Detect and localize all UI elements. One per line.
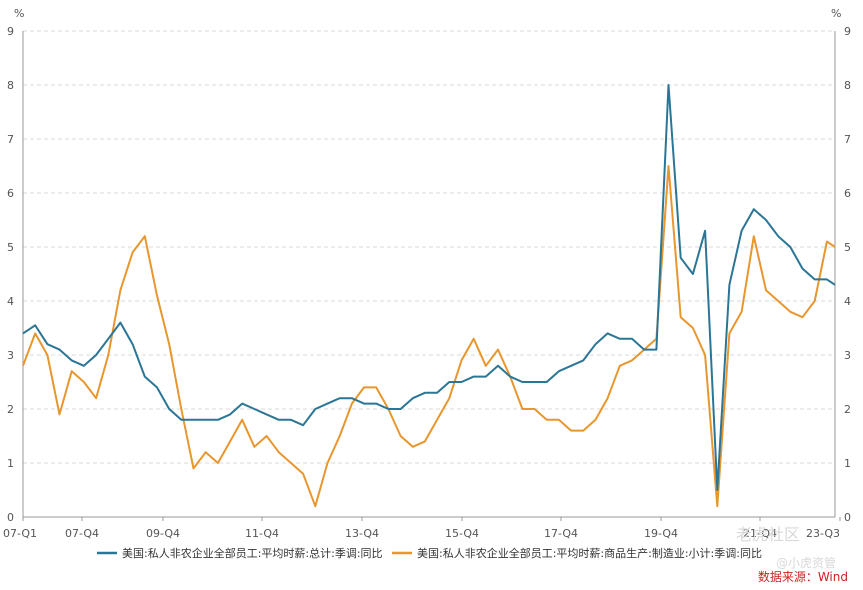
watermark-handle: @小虎资管: [776, 555, 836, 570]
y-right-tick-label: 8: [844, 79, 851, 92]
x-tick-label: 15-Q4: [445, 527, 479, 540]
legend-label-2: 美国:私人非农企业全部员工:平均时薪:商品生产:制造业:小计:季调:同比: [417, 546, 762, 560]
y-right-tick-label: 5: [844, 241, 851, 254]
y-left-tick-label: 3: [7, 349, 14, 362]
y-left-tick-label: 2: [7, 403, 14, 416]
x-tick-label: 07-Q4: [65, 527, 99, 540]
x-tick-label: 13-Q4: [345, 527, 379, 540]
y-left-unit-label: %: [14, 7, 24, 20]
legend: 美国:私人非农企业全部员工:平均时薪:总计:季调:同比 美国:私人非农企业全部员工…: [97, 546, 762, 560]
y-left-tick-label: 0: [7, 511, 14, 524]
y-right-tick-label: 2: [844, 403, 851, 416]
y-left-tick-label: 8: [7, 79, 14, 92]
x-tick-label: 23-Q3: [806, 527, 840, 540]
x-tick-label: 17-Q4: [544, 527, 578, 540]
y-left-tick-label: 7: [7, 133, 14, 146]
axes: 0 0 1 1 2 2 3 3 4 4 5 5 6 6 7 7 8 8 9 9 07-Q1 07-Q4 09-Q4 11-Q4…: [3, 25, 851, 540]
y-right-tick-label: 4: [844, 295, 851, 308]
y-right-unit-label: %: [831, 7, 841, 20]
y-left-tick-label: 5: [7, 241, 14, 254]
x-tick-label: 19-Q4: [644, 527, 678, 540]
y-right-tick-label: 1: [844, 457, 851, 470]
x-tick-label: 07-Q1: [3, 527, 37, 540]
y-right-tick-label: 9: [844, 25, 851, 38]
y-left-tick-label: 6: [7, 187, 14, 200]
legend-label-1: 美国:私人非农企业全部员工:平均时薪:总计:季调:同比: [122, 546, 383, 560]
y-right-tick-label: 3: [844, 349, 851, 362]
y-right-tick-label: 7: [844, 133, 851, 146]
y-left-tick-label: 1: [7, 457, 14, 470]
series-line-2: [22, 165, 836, 508]
y-right-tick-label: 6: [844, 187, 851, 200]
source-note: 数据来源：Wind: [758, 569, 848, 584]
y-right-tick-label: 0: [844, 511, 851, 524]
series-lines: [22, 84, 836, 508]
x-tick-label: 09-Q4: [146, 527, 180, 540]
x-tick-label: 21-Q4: [743, 527, 777, 540]
series-line-1: [22, 84, 836, 491]
y-left-tick-label: 4: [7, 295, 14, 308]
watermark-logo-text: 老虎社区: [736, 525, 800, 544]
x-tick-label: 11-Q4: [245, 527, 279, 540]
y-left-tick-label: 9: [7, 25, 14, 38]
